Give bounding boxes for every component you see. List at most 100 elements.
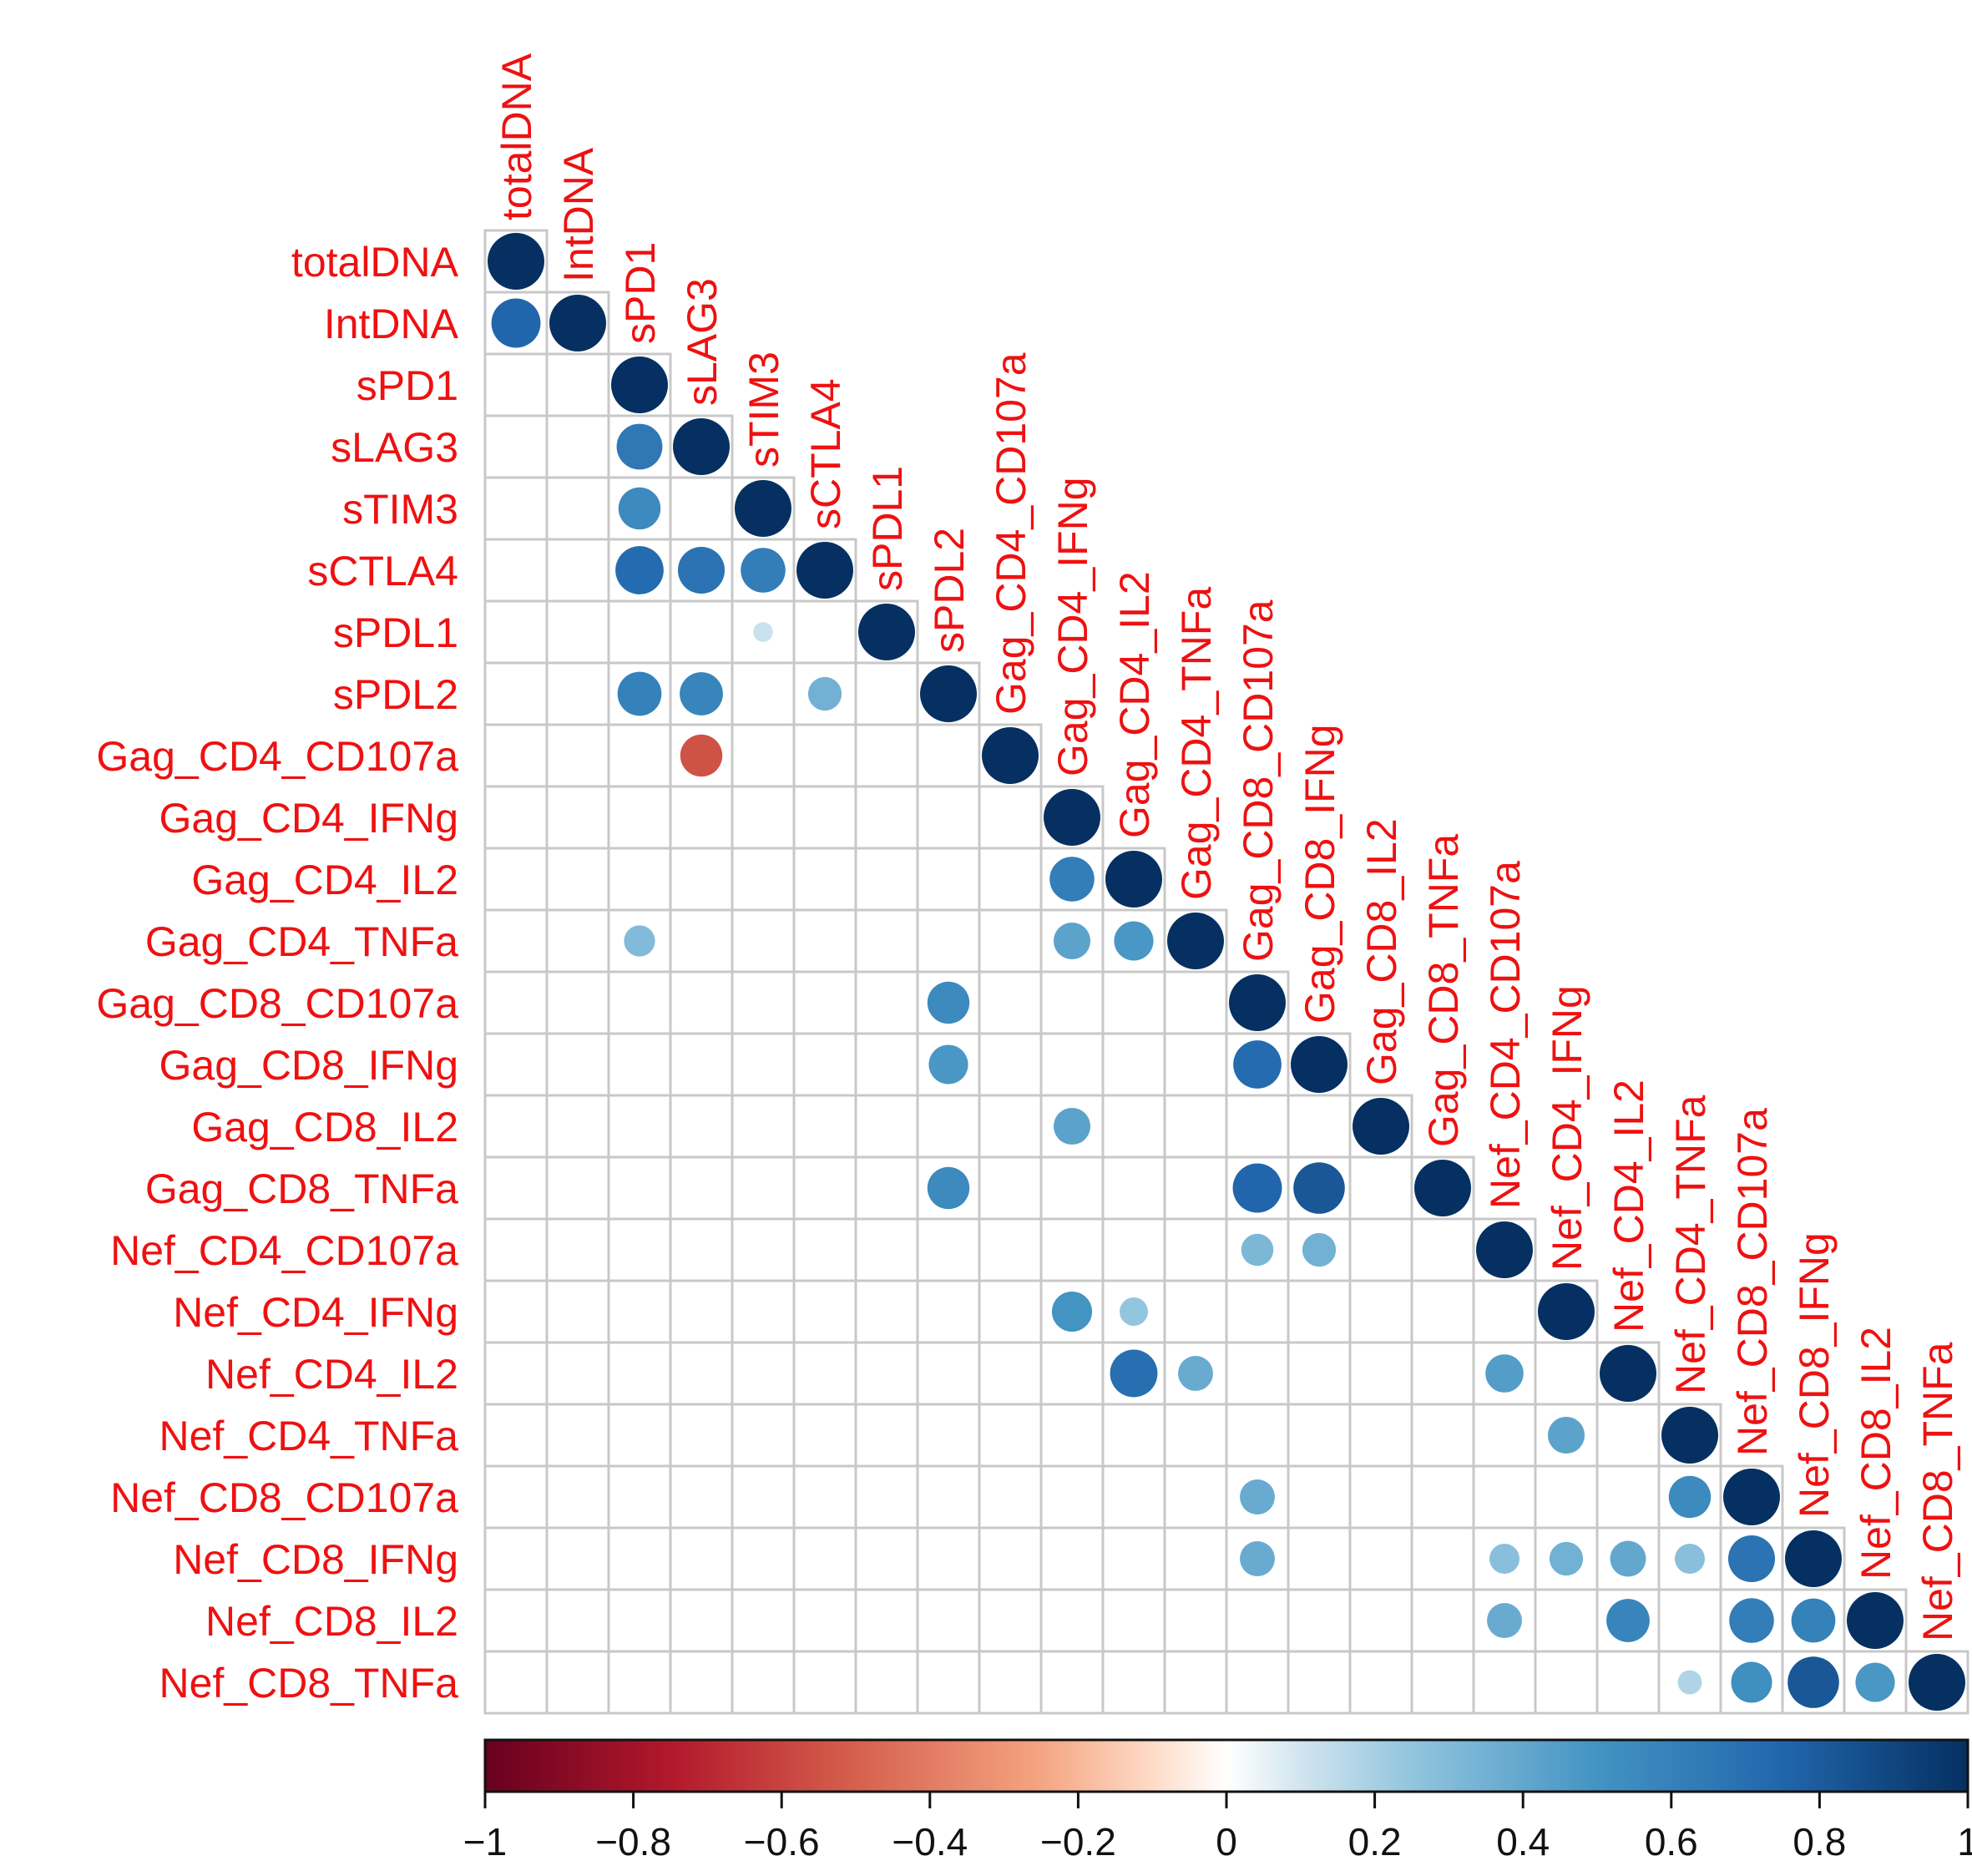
grid-cell	[545, 1155, 610, 1221]
correlation-circle	[1232, 1163, 1282, 1213]
grid-cell	[545, 352, 610, 417]
correlation-circle	[753, 622, 773, 642]
column-label: Nef_CD8_IL2	[1853, 1327, 1899, 1580]
grid-cell	[1101, 1526, 1166, 1591]
column-labels: totalDNA IntDNA sPD1 sLAG3 sTIM3 sCTLA4 sPDL1 s…	[493, 53, 1961, 1641]
colorbar-tick-label: −0.2	[1040, 1820, 1116, 1863]
grid-cell	[1039, 1032, 1105, 1097]
grid-cell	[854, 785, 919, 850]
grid-cell	[1163, 1650, 1228, 1715]
grid-cell	[1348, 1464, 1413, 1530]
grid-cell	[483, 908, 549, 973]
grid-cell	[1287, 1464, 1352, 1530]
row-label: Gag_CD4_IFNg	[159, 795, 459, 842]
row-label: Gag_CD4_TNFa	[145, 918, 458, 965]
grid-cell	[1163, 1464, 1228, 1530]
diagonal-circle	[1600, 1345, 1656, 1402]
grid-cell	[731, 1217, 796, 1282]
column-label: IntDNA	[555, 147, 602, 282]
correlation-circle	[1549, 1541, 1584, 1576]
grid-cell	[916, 1217, 981, 1282]
grid-cell	[792, 1279, 857, 1344]
grid-cell	[792, 1094, 857, 1159]
correlation-circle	[1787, 1656, 1839, 1708]
grid-cell	[1225, 1341, 1290, 1406]
grid-cell	[731, 1094, 796, 1159]
colorbar-tick-label: −0.6	[744, 1820, 820, 1863]
colorbar-tick-label: −0.4	[892, 1820, 968, 1863]
column-label: sPDL2	[926, 528, 973, 653]
grid-cell	[916, 1650, 981, 1715]
grid-cell	[545, 847, 610, 912]
colorbar-tick-label: 1	[1957, 1820, 1972, 1863]
column-label: Gag_CD4_TNFa	[1173, 587, 1220, 900]
colorbar-tick-label: 0.6	[1645, 1820, 1698, 1863]
correlation-circle	[1489, 1544, 1519, 1574]
row-label: Gag_CD8_CD107a	[96, 980, 458, 1027]
grid-cell	[669, 1032, 734, 1097]
correlation-circle	[617, 671, 662, 716]
diagonal-circle	[611, 356, 668, 413]
colorbar-tick-label: 0.4	[1496, 1820, 1550, 1863]
grid-cell	[1410, 1588, 1475, 1653]
grid-cell	[607, 1279, 672, 1344]
grid-cell	[1657, 1588, 1722, 1653]
grid-cell	[483, 1526, 549, 1591]
grid-cell	[483, 476, 549, 541]
grid-cell	[978, 1032, 1043, 1097]
grid-cell	[731, 1650, 796, 1715]
grid-cell	[669, 785, 734, 850]
grid-cell	[854, 970, 919, 1035]
colorbar-gradient	[483, 1738, 1969, 1793]
diagonal-circle	[1167, 913, 1224, 969]
diagonal-circle	[796, 542, 853, 599]
colorbar: −1 −0.8 −0.6 −0.4 −0.2 0 0.2 0.4 0.6 0.8 1	[463, 1738, 1972, 1863]
grid-cell	[1163, 1094, 1228, 1159]
grid-cell	[854, 1650, 919, 1715]
correlation-circle	[680, 734, 723, 777]
grid-cell	[792, 908, 857, 973]
grid-cell	[1287, 1279, 1352, 1344]
grid-cell	[545, 723, 610, 788]
correlation-circle	[1178, 1356, 1213, 1391]
grid-cell	[792, 1650, 857, 1715]
row-label: Gag_CD8_IFNg	[159, 1042, 459, 1089]
grid-cell	[1163, 1403, 1228, 1468]
diagonal-circle	[1538, 1283, 1595, 1340]
correlation-circle	[927, 981, 970, 1024]
correlation-circle	[1049, 857, 1095, 902]
grid-cell	[669, 1464, 734, 1530]
grid-cell	[545, 1588, 610, 1653]
row-label: Nef_CD4_IFNg	[173, 1289, 458, 1336]
diagonal-circle	[858, 604, 915, 660]
grid-cell	[607, 1526, 672, 1591]
grid-cell	[731, 785, 796, 850]
grid-cell	[916, 847, 981, 912]
grid-cell	[1348, 1588, 1413, 1653]
grid-cell	[669, 908, 734, 973]
correlation-circle	[1855, 1662, 1895, 1702]
correlation-circle	[1487, 1603, 1522, 1638]
correlation-circle	[1293, 1162, 1345, 1214]
diagonal-circle	[920, 665, 977, 722]
colorbar-tick-label: 0.2	[1348, 1820, 1402, 1863]
grid-cell	[607, 785, 672, 850]
column-label: sPD1	[617, 242, 664, 344]
grid-cell	[607, 599, 672, 665]
row-label: sPDL2	[333, 671, 458, 718]
grid-cell	[669, 1650, 734, 1715]
correlation-circle	[1668, 1475, 1712, 1519]
correlation-circle	[1114, 921, 1154, 961]
grid-cell	[792, 847, 857, 912]
grid-cell	[483, 1650, 549, 1715]
grid-cell	[669, 1526, 734, 1591]
grid-cell	[669, 1403, 734, 1468]
grid-cell	[916, 1464, 981, 1530]
grid-cell	[545, 1341, 610, 1406]
column-label: Gag_CD8_IL2	[1358, 818, 1405, 1085]
grid-cell	[1534, 1588, 1599, 1653]
row-label: Nef_CD8_IFNg	[173, 1536, 458, 1583]
correlation-circle	[624, 925, 655, 957]
grid-cell	[854, 847, 919, 912]
correlation-circle	[1302, 1232, 1337, 1267]
